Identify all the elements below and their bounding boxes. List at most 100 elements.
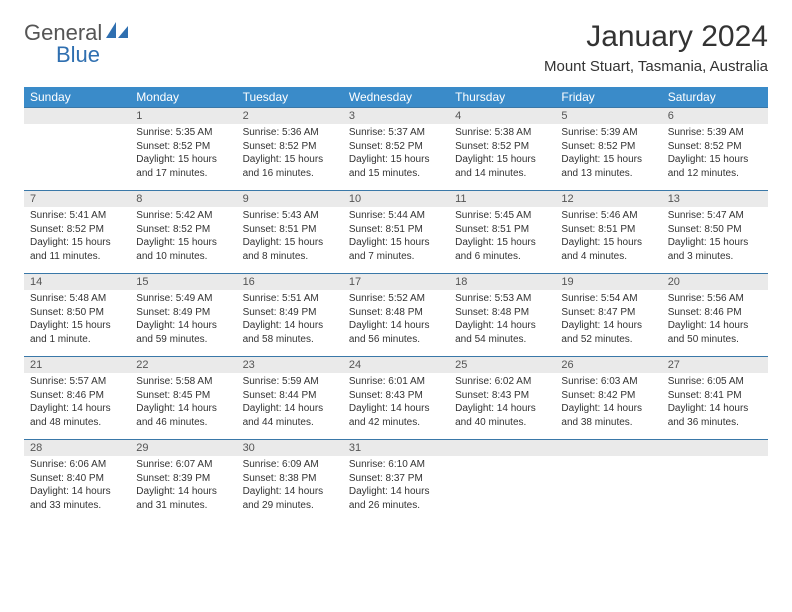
sunrise-text: Sunrise: 5:57 AM [30, 375, 124, 389]
sunset-text: Sunset: 8:43 PM [455, 389, 549, 403]
sunrise-text: Sunrise: 6:07 AM [136, 458, 230, 472]
day-detail-row: Sunrise: 5:57 AMSunset: 8:46 PMDaylight:… [24, 373, 768, 440]
day-number: 21 [24, 357, 130, 374]
calendar-table: Sunday Monday Tuesday Wednesday Thursday… [24, 87, 768, 522]
daylight-text: Daylight: 14 hours and 46 minutes. [136, 402, 230, 429]
day-detail: Sunrise: 5:49 AMSunset: 8:49 PMDaylight:… [130, 290, 236, 357]
day-header: Wednesday [343, 87, 449, 108]
header: General Blue January 2024 Mount Stuart, … [24, 20, 768, 75]
day-detail: Sunrise: 6:09 AMSunset: 8:38 PMDaylight:… [237, 456, 343, 522]
day-number: 22 [130, 357, 236, 374]
daylight-text: Daylight: 15 hours and 10 minutes. [136, 236, 230, 263]
daylight-text: Daylight: 15 hours and 16 minutes. [243, 153, 337, 180]
sunrise-text: Sunrise: 5:59 AM [243, 375, 337, 389]
day-number: 12 [555, 191, 661, 208]
sunrise-text: Sunrise: 5:56 AM [668, 292, 762, 306]
daylight-text: Daylight: 14 hours and 42 minutes. [349, 402, 443, 429]
logo-text-blue: Blue [56, 42, 100, 68]
daylight-text: Daylight: 14 hours and 36 minutes. [668, 402, 762, 429]
day-detail: Sunrise: 5:59 AMSunset: 8:44 PMDaylight:… [237, 373, 343, 440]
sunset-text: Sunset: 8:43 PM [349, 389, 443, 403]
daylight-text: Daylight: 14 hours and 44 minutes. [243, 402, 337, 429]
day-detail: Sunrise: 5:39 AMSunset: 8:52 PMDaylight:… [662, 124, 768, 191]
day-number: 6 [662, 108, 768, 125]
day-number: 4 [449, 108, 555, 125]
sunset-text: Sunset: 8:42 PM [561, 389, 655, 403]
sunset-text: Sunset: 8:51 PM [349, 223, 443, 237]
sunrise-text: Sunrise: 5:48 AM [30, 292, 124, 306]
sunset-text: Sunset: 8:40 PM [30, 472, 124, 486]
logo: General Blue [24, 20, 128, 68]
daylight-text: Daylight: 15 hours and 4 minutes. [561, 236, 655, 263]
day-number: 19 [555, 274, 661, 291]
sunrise-text: Sunrise: 5:49 AM [136, 292, 230, 306]
sunset-text: Sunset: 8:49 PM [243, 306, 337, 320]
sunrise-text: Sunrise: 5:36 AM [243, 126, 337, 140]
sunrise-text: Sunrise: 5:41 AM [30, 209, 124, 223]
daylight-text: Daylight: 14 hours and 54 minutes. [455, 319, 549, 346]
sunset-text: Sunset: 8:50 PM [30, 306, 124, 320]
day-detail-row: Sunrise: 5:41 AMSunset: 8:52 PMDaylight:… [24, 207, 768, 274]
sunrise-text: Sunrise: 6:09 AM [243, 458, 337, 472]
day-number: 9 [237, 191, 343, 208]
day-number [449, 440, 555, 457]
day-detail [449, 456, 555, 522]
day-number [24, 108, 130, 125]
sunrise-text: Sunrise: 6:01 AM [349, 375, 443, 389]
daylight-text: Daylight: 15 hours and 3 minutes. [668, 236, 762, 263]
day-number [555, 440, 661, 457]
daylight-text: Daylight: 14 hours and 33 minutes. [30, 485, 124, 512]
daylight-text: Daylight: 15 hours and 17 minutes. [136, 153, 230, 180]
day-detail: Sunrise: 5:52 AMSunset: 8:48 PMDaylight:… [343, 290, 449, 357]
daylight-text: Daylight: 14 hours and 29 minutes. [243, 485, 337, 512]
sunrise-text: Sunrise: 5:52 AM [349, 292, 443, 306]
daynum-row: 28293031 [24, 440, 768, 457]
sunrise-text: Sunrise: 5:45 AM [455, 209, 549, 223]
day-number: 30 [237, 440, 343, 457]
sunrise-text: Sunrise: 5:44 AM [349, 209, 443, 223]
sunset-text: Sunset: 8:52 PM [243, 140, 337, 154]
day-number: 17 [343, 274, 449, 291]
day-number: 26 [555, 357, 661, 374]
sunset-text: Sunset: 8:37 PM [349, 472, 443, 486]
sunrise-text: Sunrise: 6:10 AM [349, 458, 443, 472]
daylight-text: Daylight: 15 hours and 6 minutes. [455, 236, 549, 263]
sunrise-text: Sunrise: 5:58 AM [136, 375, 230, 389]
month-title: January 2024 [544, 20, 768, 54]
sunrise-text: Sunrise: 6:05 AM [668, 375, 762, 389]
day-header-row: Sunday Monday Tuesday Wednesday Thursday… [24, 87, 768, 108]
day-header: Saturday [662, 87, 768, 108]
sunset-text: Sunset: 8:41 PM [668, 389, 762, 403]
day-number: 23 [237, 357, 343, 374]
day-detail [662, 456, 768, 522]
logo-sail-icon [106, 20, 128, 46]
sunset-text: Sunset: 8:47 PM [561, 306, 655, 320]
title-block: January 2024 Mount Stuart, Tasmania, Aus… [544, 20, 768, 75]
day-number: 31 [343, 440, 449, 457]
day-detail: Sunrise: 6:07 AMSunset: 8:39 PMDaylight:… [130, 456, 236, 522]
day-detail: Sunrise: 6:03 AMSunset: 8:42 PMDaylight:… [555, 373, 661, 440]
sunset-text: Sunset: 8:49 PM [136, 306, 230, 320]
daylight-text: Daylight: 15 hours and 12 minutes. [668, 153, 762, 180]
day-number: 18 [449, 274, 555, 291]
day-detail: Sunrise: 5:41 AMSunset: 8:52 PMDaylight:… [24, 207, 130, 274]
day-detail: Sunrise: 5:44 AMSunset: 8:51 PMDaylight:… [343, 207, 449, 274]
location: Mount Stuart, Tasmania, Australia [544, 58, 768, 75]
sunset-text: Sunset: 8:48 PM [455, 306, 549, 320]
sunrise-text: Sunrise: 5:42 AM [136, 209, 230, 223]
sunset-text: Sunset: 8:51 PM [455, 223, 549, 237]
daylight-text: Daylight: 14 hours and 52 minutes. [561, 319, 655, 346]
day-detail: Sunrise: 5:58 AMSunset: 8:45 PMDaylight:… [130, 373, 236, 440]
daylight-text: Daylight: 15 hours and 7 minutes. [349, 236, 443, 263]
daylight-text: Daylight: 15 hours and 14 minutes. [455, 153, 549, 180]
daylight-text: Daylight: 14 hours and 31 minutes. [136, 485, 230, 512]
daylight-text: Daylight: 15 hours and 8 minutes. [243, 236, 337, 263]
daylight-text: Daylight: 15 hours and 15 minutes. [349, 153, 443, 180]
daylight-text: Daylight: 14 hours and 38 minutes. [561, 402, 655, 429]
day-detail: Sunrise: 5:53 AMSunset: 8:48 PMDaylight:… [449, 290, 555, 357]
day-header: Tuesday [237, 87, 343, 108]
daylight-text: Daylight: 14 hours and 26 minutes. [349, 485, 443, 512]
day-number: 15 [130, 274, 236, 291]
day-detail: Sunrise: 6:01 AMSunset: 8:43 PMDaylight:… [343, 373, 449, 440]
day-detail [555, 456, 661, 522]
